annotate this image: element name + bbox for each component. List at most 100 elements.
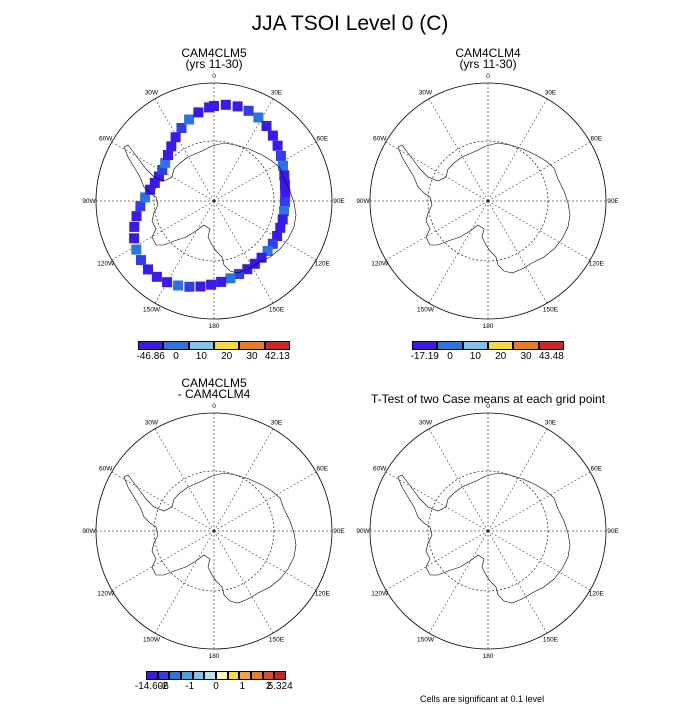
longitude-label: 0 <box>486 403 490 410</box>
panel-1-subtitle: (yrs 11-30) <box>185 57 243 71</box>
colorbar-swatch <box>274 671 286 680</box>
temperature-cell <box>151 271 162 282</box>
colorbar-1: -46.86 0 10 20 30 42.13 <box>136 341 290 365</box>
longitude-label: 0 <box>486 73 490 80</box>
temperature-cell <box>131 244 142 255</box>
temperature-cell <box>249 258 260 269</box>
panel-3-title: CAM4CLM5 - CAM4CLM4 <box>84 376 344 401</box>
colorbar-swatch <box>163 341 189 350</box>
panel-3-subtitle: - CAM4CLM4 <box>177 387 251 401</box>
longitude-label: 60E <box>591 466 603 473</box>
longitude-label: 30W <box>419 90 433 97</box>
temperature-cell <box>253 112 264 123</box>
colorbar-tick-label: 10 <box>469 351 481 362</box>
temperature-cell <box>131 211 142 222</box>
temperature-cell <box>135 201 146 212</box>
longitude-label: 90W <box>82 198 96 205</box>
colorbar-tick-label: -17.19 <box>410 351 439 362</box>
meridian-line <box>385 471 489 532</box>
longitude-label: 60E <box>591 136 603 143</box>
longitude-label: 60E <box>317 136 329 143</box>
longitude-label: 120W <box>97 261 115 268</box>
temperature-cell <box>256 252 267 263</box>
temperature-cell <box>261 121 272 131</box>
longitude-label: 120W <box>371 591 389 598</box>
longitude-label: 0 <box>212 73 216 80</box>
colorbar-tick-label: 0 <box>447 351 453 362</box>
colorbar-swatch <box>262 671 275 680</box>
temperature-cell <box>220 99 231 110</box>
meridian-line <box>487 530 591 591</box>
colorbar-tick-label: -14.606 <box>134 681 169 692</box>
temperature-cell <box>166 141 177 152</box>
colorbar-swatches <box>146 671 286 680</box>
temperature-cell <box>184 281 195 292</box>
temperature-cell <box>143 264 153 275</box>
colorbar-swatch <box>215 671 228 680</box>
meridian-line <box>213 428 274 532</box>
colorbar-tick-label: -1 <box>185 681 195 692</box>
meridian-line <box>111 200 215 261</box>
colorbar-swatch <box>239 341 265 350</box>
longitude-label: 150E <box>269 636 285 643</box>
longitude-label: 60E <box>317 466 329 473</box>
significance-footnote: Cells are significant at 0.1 level <box>420 694 545 704</box>
longitude-label: 60W <box>99 136 113 143</box>
panel-1-title-text: CAM4CLM5 <box>181 46 247 60</box>
colorbar-swatch <box>204 671 216 680</box>
meridian-line <box>154 428 215 532</box>
temperature-cell <box>267 130 278 141</box>
longitude-label: 90E <box>607 198 619 205</box>
meridian-line <box>213 98 274 202</box>
panel-4-title-text: T-Test of two Case means at each grid po… <box>370 392 606 406</box>
antarctica-coastline <box>397 472 571 604</box>
antarctica-coastline <box>123 142 297 274</box>
longitude-label: 30E <box>271 90 283 97</box>
colorbar-swatches <box>138 341 290 350</box>
colorbar-swatch <box>538 341 564 350</box>
meridian-line <box>487 428 548 532</box>
longitude-label: 180 <box>483 323 494 330</box>
longitude-label: 120E <box>589 591 605 598</box>
temperature-cell <box>206 279 217 290</box>
colorbar-swatch <box>138 341 164 350</box>
colorbar-swatch <box>264 341 290 350</box>
colorbar-tick-label: -2 <box>159 681 168 692</box>
colorbar-swatch <box>239 671 251 680</box>
colorbar-swatch <box>250 671 263 680</box>
temperature-cell <box>129 233 140 244</box>
temperature-cell <box>140 192 151 203</box>
colorbar-swatches <box>412 341 564 350</box>
temperature-cell <box>232 101 243 112</box>
panel-3-title-text: CAM4CLM5 <box>181 376 247 390</box>
temperature-cell <box>149 177 160 188</box>
longitude-label: 150E <box>543 636 559 643</box>
temperature-cell <box>162 277 173 288</box>
longitude-label: 30E <box>545 420 557 427</box>
temperature-cell <box>225 273 236 284</box>
colorbar-tick-label: 30 <box>246 351 258 362</box>
meridian-line <box>428 98 489 202</box>
temperature-cell <box>272 231 283 241</box>
colorbar-swatch <box>180 671 193 680</box>
map-panel-1: 0 30E 60E 90E 120E 150E 180 150W 120W 90W 60W 30W <box>82 73 345 330</box>
longitude-label: 150W <box>417 636 435 643</box>
meridian-line <box>428 428 489 532</box>
longitude-label: 90E <box>607 528 619 535</box>
meridian-line <box>385 530 489 591</box>
colorbar-swatch <box>146 671 158 680</box>
longitude-label: 30W <box>419 420 433 427</box>
colorbar-swatch <box>462 341 488 350</box>
longitude-label: 30E <box>545 90 557 97</box>
temperature-cell <box>204 102 215 113</box>
longitude-label: 90W <box>82 528 96 535</box>
colorbar-tick-label: 2 <box>265 681 272 692</box>
longitude-label: 60W <box>373 466 387 473</box>
meridian-line <box>487 141 591 202</box>
colorbar-swatch <box>188 341 214 350</box>
colorbar-3: -14.606 -2 -1 0 1 2 5.324 <box>135 671 293 695</box>
longitude-label: 60W <box>373 136 387 143</box>
temperature-cell <box>278 160 288 171</box>
panel-1-title: CAM4CLM5 (yrs 11-30) <box>84 46 344 71</box>
temperature-cell <box>243 105 254 116</box>
